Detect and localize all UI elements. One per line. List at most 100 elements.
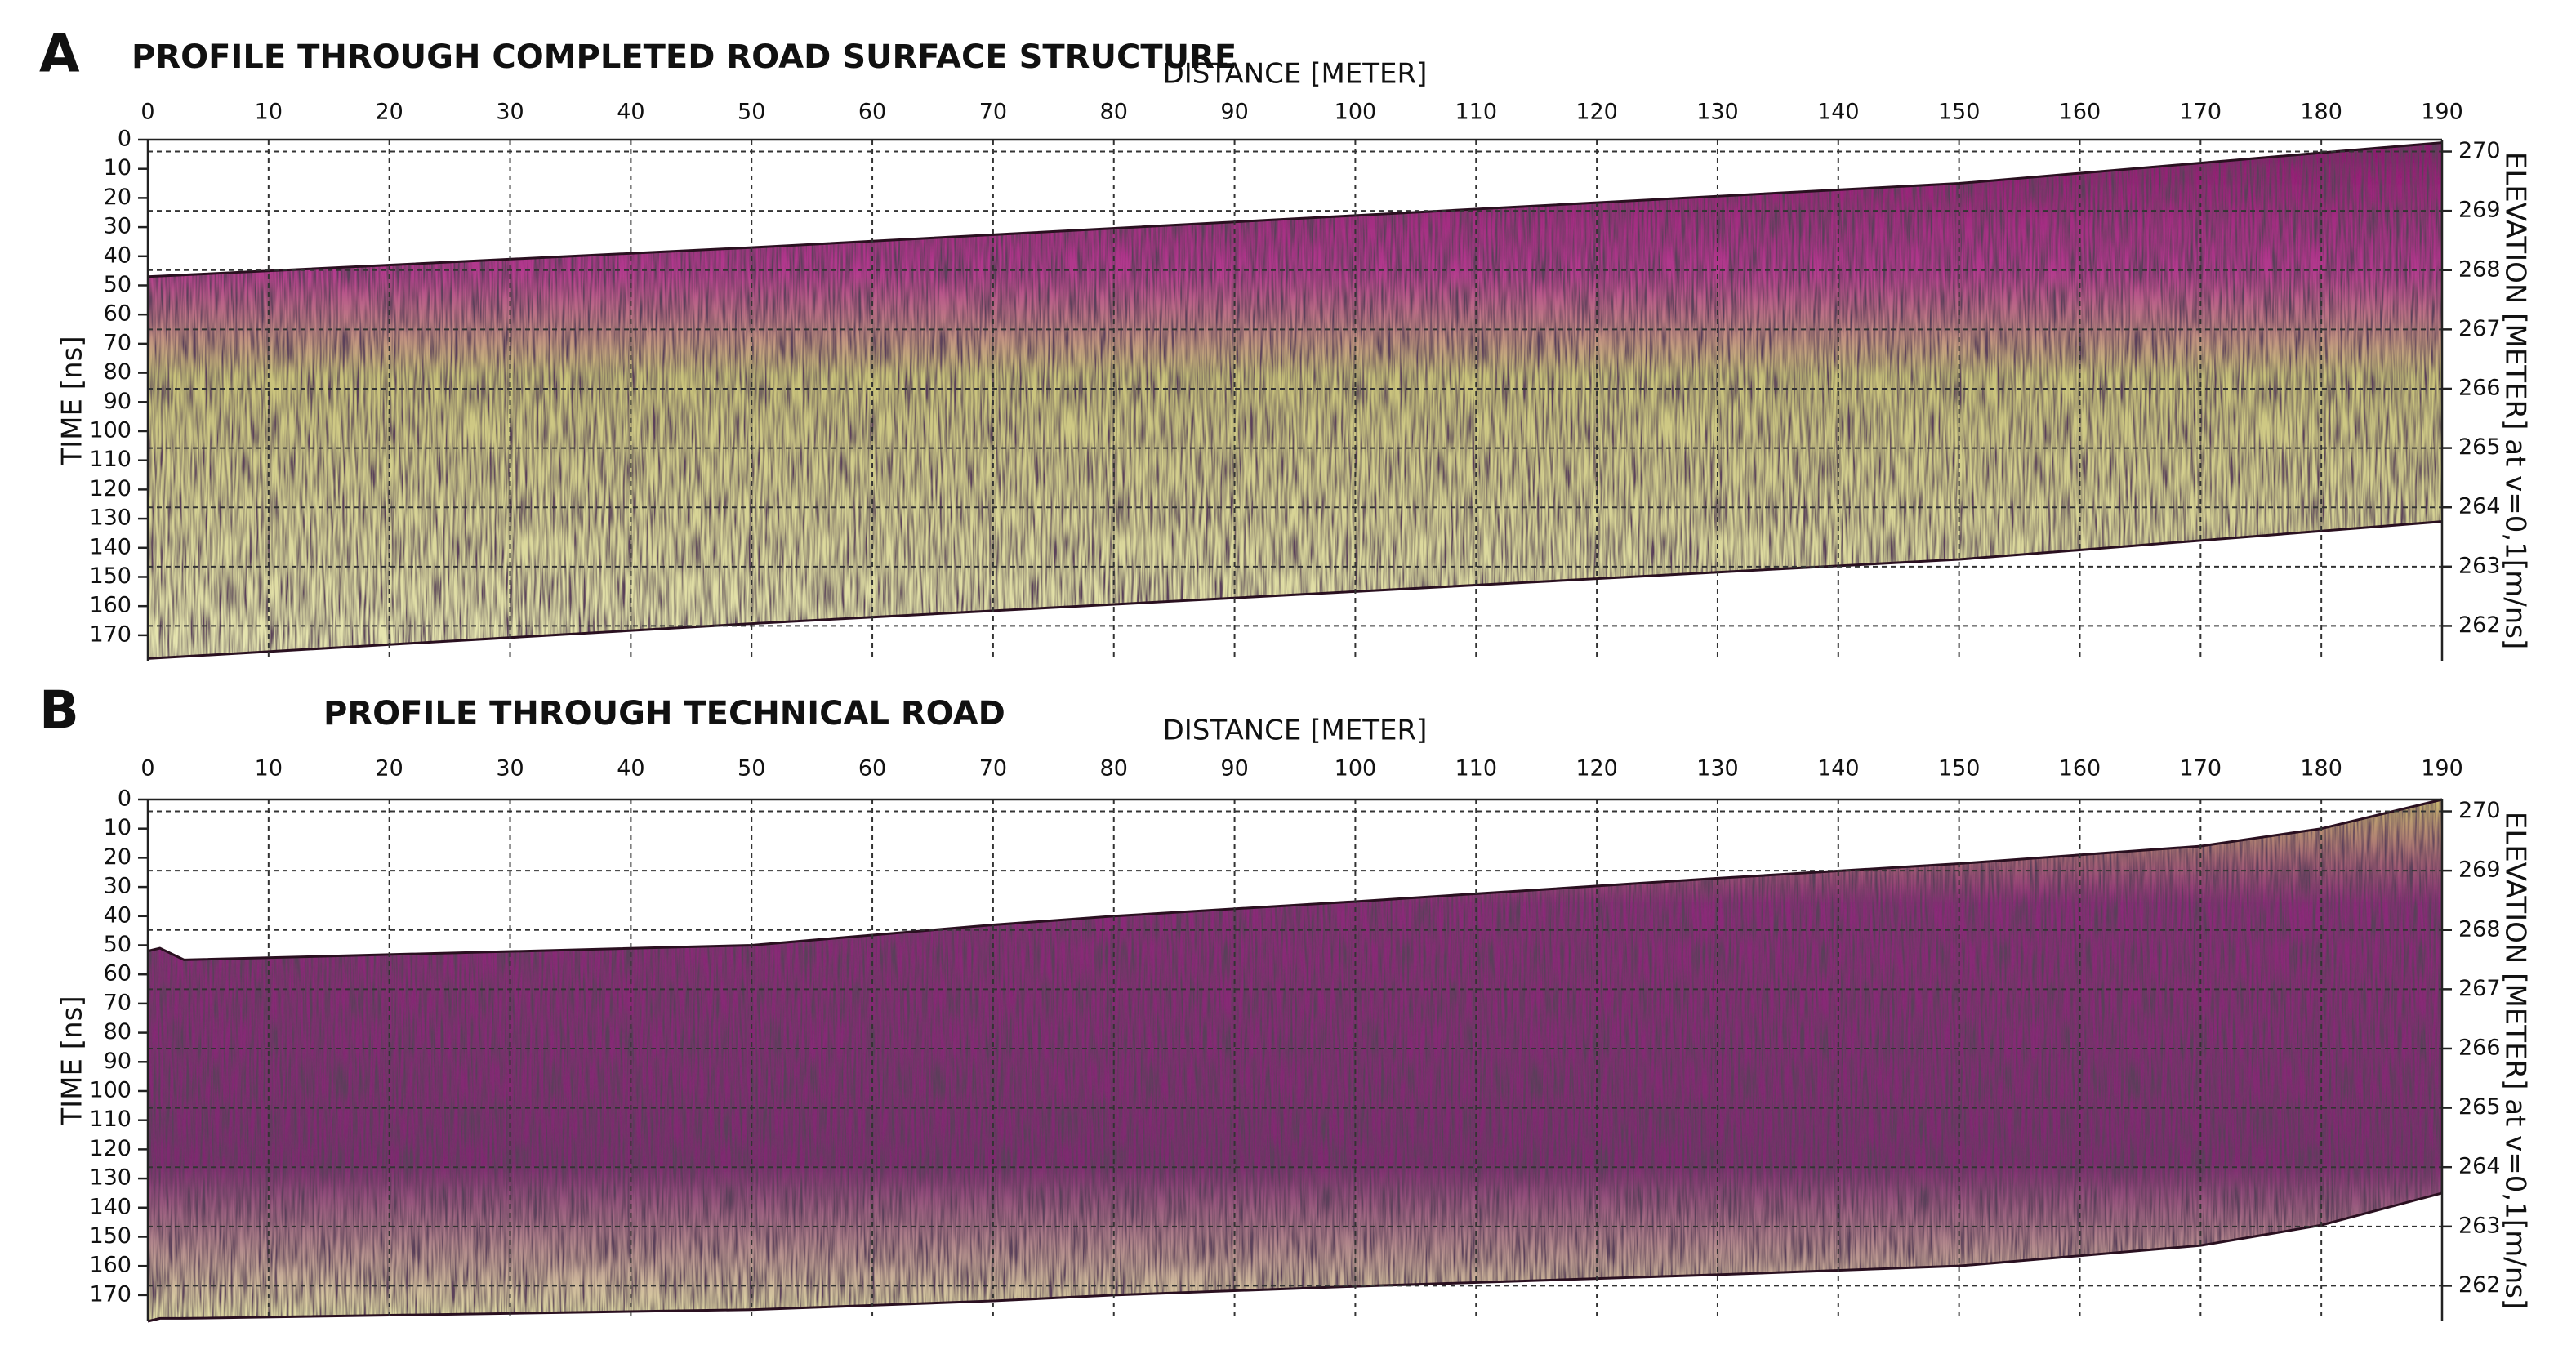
x-tick-label: 60 <box>858 100 886 125</box>
x-tick-label: 70 <box>979 100 1007 125</box>
y2-tick-label: 266 <box>2458 1035 2501 1060</box>
y-tick-label: 120 <box>89 1136 131 1161</box>
y2-tick-label: 262 <box>2458 612 2501 638</box>
x-tick-label: 60 <box>858 756 886 782</box>
y-tick-label: 140 <box>89 1194 131 1219</box>
x-tick-label: 30 <box>496 756 524 782</box>
x-axis-title: DISTANCE [METER] <box>1163 715 1428 747</box>
y2-tick-label: 268 <box>2458 916 2501 942</box>
y-tick-label: 60 <box>104 961 131 987</box>
y-tick-label: 20 <box>104 185 131 210</box>
y-tick-label: 160 <box>89 1253 131 1278</box>
y-tick-label: 10 <box>104 155 131 180</box>
y2-tick-label: 267 <box>2458 976 2501 1001</box>
y-tick-label: 110 <box>89 447 131 472</box>
x-tick-label: 150 <box>1938 756 1981 782</box>
y2-axis-title: ELEVATION [METER] at v=0,1[m/ns] <box>2499 152 2532 649</box>
y-tick-label: 130 <box>89 1165 131 1191</box>
y2-tick-label: 262 <box>2458 1272 2501 1298</box>
y-tick-label: 130 <box>89 506 131 531</box>
radargram-fill <box>148 142 2442 659</box>
y-tick-label: 110 <box>89 1107 131 1132</box>
y2-tick-label: 269 <box>2458 857 2501 883</box>
x-tick-label: 160 <box>2059 756 2101 782</box>
y-tick-label: 30 <box>104 874 131 899</box>
x-tick-label: 190 <box>2421 100 2463 125</box>
x-tick-label: 130 <box>1696 756 1739 782</box>
chart-title: PROFILE THROUGH COMPLETED ROAD SURFACE S… <box>131 38 1237 76</box>
x-tick-label: 130 <box>1696 100 1739 125</box>
x-tick-label: 140 <box>1817 756 1860 782</box>
x-tick-label: 0 <box>140 100 154 125</box>
y2-tick-label: 270 <box>2458 138 2501 163</box>
x-tick-label: 110 <box>1455 100 1497 125</box>
y-tick-label: 90 <box>104 1049 131 1074</box>
y2-axis-title: ELEVATION [METER] at v=0,1[m/ns] <box>2499 812 2532 1309</box>
x-tick-label: 70 <box>979 756 1007 782</box>
y2-tick-label: 269 <box>2458 198 2501 223</box>
x-tick-label: 150 <box>1938 100 1981 125</box>
panel-label: B <box>39 681 79 742</box>
x-tick-label: 30 <box>496 100 524 125</box>
y-tick-label: 170 <box>89 621 131 647</box>
y-tick-label: 40 <box>104 902 131 928</box>
x-tick-label: 170 <box>2180 756 2222 782</box>
y2-tick-label: 265 <box>2458 434 2501 460</box>
profile-bottom-edge <box>147 1191 2443 1323</box>
y-tick-label: 120 <box>89 476 131 501</box>
y-axis-title: TIME [ns] <box>56 995 89 1125</box>
x-tick-label: 50 <box>738 100 765 125</box>
chart-title: PROFILE THROUGH TECHNICAL ROAD <box>323 695 1005 733</box>
y-tick-label: 70 <box>104 330 131 355</box>
y-tick-label: 80 <box>104 1019 131 1044</box>
y2-tick-label: 263 <box>2458 1213 2501 1238</box>
x-tick-label: 40 <box>617 756 644 782</box>
x-tick-label: 100 <box>1335 756 1377 782</box>
y-tick-label: 140 <box>89 534 131 559</box>
y-tick-label: 150 <box>89 563 131 589</box>
x-tick-label: 170 <box>2180 100 2222 125</box>
y2-tick-label: 268 <box>2458 256 2501 282</box>
y2-tick-label: 267 <box>2458 316 2501 341</box>
x-tick-label: 80 <box>1100 100 1128 125</box>
y2-tick-label: 264 <box>2458 494 2501 519</box>
y-tick-label: 170 <box>89 1281 131 1307</box>
y-tick-label: 80 <box>104 359 131 385</box>
y-tick-label: 50 <box>104 272 131 297</box>
y2-tick-label: 265 <box>2458 1094 2501 1120</box>
y-tick-label: 100 <box>89 1077 131 1102</box>
y-tick-label: 10 <box>104 815 131 840</box>
y-tick-label: 90 <box>104 389 131 414</box>
y2-tick-label: 266 <box>2458 375 2501 400</box>
x-tick-label: 100 <box>1335 100 1377 125</box>
x-tick-label: 120 <box>1575 756 1618 782</box>
y-axis-title: TIME [ns] <box>56 336 89 465</box>
y-tick-label: 0 <box>118 786 131 812</box>
x-tick-label: 90 <box>1220 100 1248 125</box>
y2-tick-label: 263 <box>2458 553 2501 578</box>
y-tick-label: 30 <box>104 214 131 239</box>
x-tick-label: 120 <box>1575 100 1618 125</box>
x-tick-label: 50 <box>738 756 765 782</box>
x-tick-label: 40 <box>617 100 644 125</box>
x-tick-label: 20 <box>376 100 403 125</box>
x-tick-label: 10 <box>255 100 283 125</box>
y-tick-label: 0 <box>118 127 131 152</box>
x-tick-label: 80 <box>1100 756 1128 782</box>
y-tick-label: 150 <box>89 1223 131 1249</box>
y-tick-label: 50 <box>104 932 131 957</box>
x-tick-label: 180 <box>2300 100 2342 125</box>
y2-tick-label: 264 <box>2458 1154 2501 1179</box>
x-tick-label: 20 <box>376 756 403 782</box>
panel-label: A <box>39 24 80 85</box>
panels: A PROFILE THROUGH COMPLETED ROAD SURFACE … <box>39 24 2532 1323</box>
x-tick-label: 110 <box>1455 756 1497 782</box>
x-tick-label: 190 <box>2421 756 2463 782</box>
x-tick-label: 90 <box>1220 756 1248 782</box>
x-tick-label: 160 <box>2059 100 2101 125</box>
x-tick-label: 0 <box>140 756 154 782</box>
x-tick-label: 10 <box>255 756 283 782</box>
y2-tick-label: 270 <box>2458 798 2501 823</box>
y-tick-label: 40 <box>104 243 131 268</box>
